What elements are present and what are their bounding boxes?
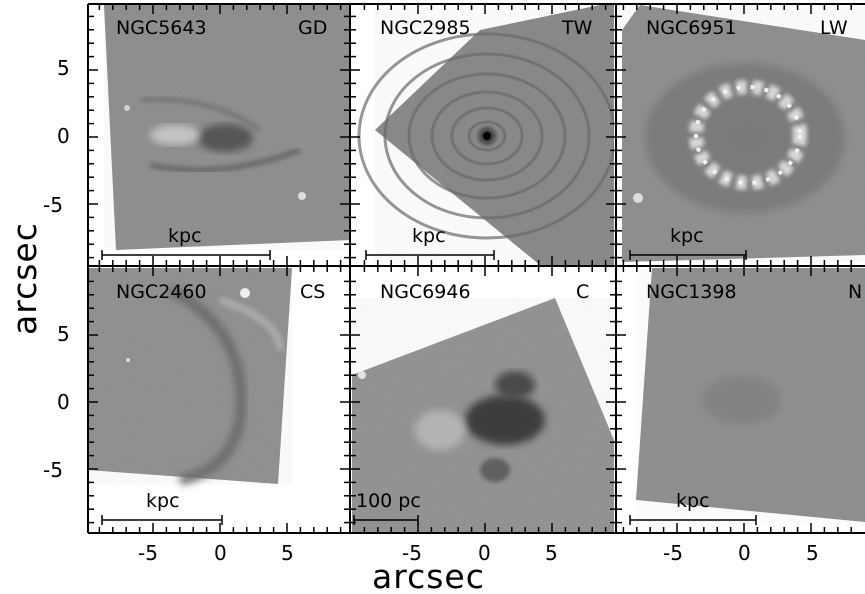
panel-name-label: NGC2985 [380, 17, 471, 39]
panel-name-label: NGC2460 [116, 281, 207, 303]
panel-class-label: C [576, 281, 589, 303]
scalebar-label: kpc [412, 225, 446, 247]
panel-class-label: LW [820, 17, 848, 39]
scalebar-label: kpc [676, 490, 710, 512]
panel-class-label: GD [298, 17, 327, 39]
y-tick-label: 5 [57, 322, 70, 346]
panel-class-label: N [848, 281, 862, 303]
panel-frames [87, 3, 865, 534]
panel-name-label: NGC1398 [646, 281, 737, 303]
panel-ngc5643: NGC5643 GD kpc [101, 5, 350, 260]
panel-name-label: NGC6946 [380, 281, 471, 303]
panel-ngc6946: NGC6946 C 100 pc [352, 281, 614, 533]
x-tick-label: 5 [806, 541, 819, 565]
scalebar-label: kpc [670, 225, 704, 247]
x-tick-label: 0 [478, 541, 491, 565]
x-tick-label: -5 [138, 541, 158, 565]
panel-name-label: NGC5643 [116, 17, 207, 39]
x-tick-label: -5 [663, 541, 683, 565]
y-tick-label: 0 [57, 124, 70, 148]
y-tick-label: 5 [57, 56, 70, 80]
panel-ngc1398: NGC1398 N kpc [629, 268, 865, 525]
scalebar-label: 100 pc [356, 490, 421, 512]
x-axis-title: arcsec [372, 557, 485, 594]
y-tick-label: 0 [57, 390, 70, 414]
panel-class-label: TW [561, 17, 593, 39]
x-tick-label: -5 [402, 541, 422, 565]
y-tick-label: -5 [43, 193, 63, 217]
panel-ngc2460: NGC2460 CS kpc [88, 268, 325, 525]
y-axis-top-labels: 5 0 -5 [43, 56, 70, 217]
y-tick-label: -5 [43, 458, 63, 482]
y-axis-title: arcsec [5, 222, 44, 335]
panel-name-label: NGC6951 [646, 17, 737, 39]
y-axis-bottom-labels: 5 0 -5 [43, 322, 70, 482]
panel-ngc6951: NGC6951 LW kpc [622, 5, 865, 262]
scalebar-label: kpc [146, 490, 180, 512]
x-tick-label: 5 [281, 541, 294, 565]
x-tick-label: 0 [214, 541, 227, 565]
panel-ngc2985: NGC2985 TW kpc [357, 5, 614, 265]
x-tick-label: 0 [738, 541, 751, 565]
axis-ticks [88, 4, 852, 533]
x-tick-label: 5 [545, 541, 558, 565]
x-axis-labels: -5 0 5 -5 0 5 -5 0 5 [138, 541, 819, 565]
scalebar-label: kpc [168, 225, 202, 247]
panel-class-label: CS [300, 281, 325, 303]
